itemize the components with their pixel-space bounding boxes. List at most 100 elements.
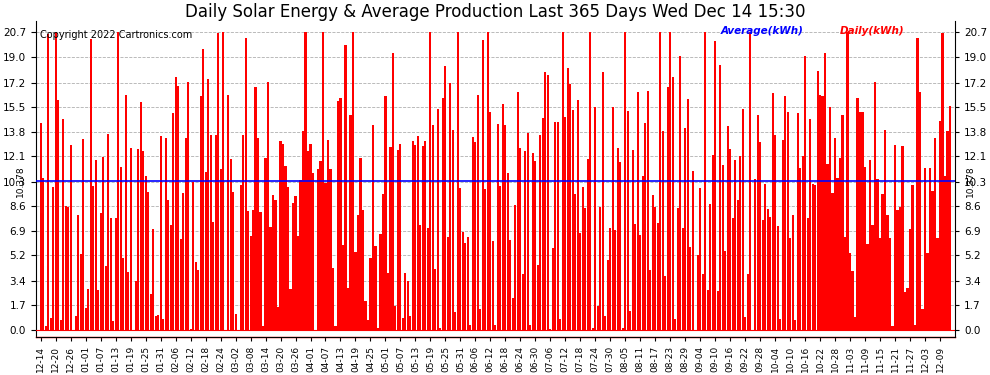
Bar (100, 213, 102, 330)
Bar (207, 79, 209, 330)
Bar (914, 326, 916, 330)
Bar (774, 135, 776, 330)
Bar (512, 297, 514, 330)
Bar (924, 168, 926, 330)
Bar (110, 218, 112, 330)
Bar (749, 32, 751, 330)
Bar (617, 147, 619, 330)
Bar (894, 145, 896, 330)
Bar (614, 230, 617, 330)
Bar (302, 131, 304, 330)
Bar (941, 33, 943, 330)
Bar (297, 236, 299, 330)
Bar (946, 132, 948, 330)
Bar (169, 225, 171, 330)
Bar (310, 144, 312, 330)
Bar (369, 258, 371, 330)
Bar (679, 57, 681, 330)
Bar (854, 316, 856, 330)
Bar (469, 325, 471, 330)
Bar (50, 318, 51, 330)
Bar (312, 173, 314, 330)
Bar (364, 301, 366, 330)
Bar (799, 168, 801, 330)
Bar (257, 138, 259, 330)
Bar (440, 328, 442, 330)
Bar (422, 146, 424, 330)
Bar (827, 165, 829, 330)
Bar (637, 92, 639, 330)
Bar (394, 306, 397, 330)
Bar (477, 94, 479, 330)
Bar (140, 102, 142, 330)
Bar (346, 288, 349, 330)
Bar (874, 82, 876, 330)
Bar (130, 148, 132, 330)
Bar (330, 169, 332, 330)
Bar (909, 228, 911, 330)
Bar (127, 272, 130, 330)
Bar (242, 135, 245, 330)
Bar (397, 150, 399, 330)
Bar (479, 309, 481, 330)
Bar (215, 135, 217, 330)
Bar (859, 112, 861, 330)
Bar (602, 72, 604, 330)
Text: 10.378: 10.378 (966, 165, 975, 196)
Bar (889, 237, 891, 330)
Bar (487, 32, 489, 330)
Text: Copyright 2022 Cartronics.com: Copyright 2022 Cartronics.com (41, 30, 193, 40)
Bar (57, 100, 59, 330)
Bar (489, 112, 491, 330)
Bar (464, 243, 466, 330)
Bar (340, 98, 342, 330)
Bar (682, 228, 684, 330)
Bar (200, 96, 202, 330)
Bar (571, 110, 574, 330)
Bar (320, 161, 322, 330)
Bar (367, 320, 369, 330)
Bar (307, 151, 309, 330)
Bar (632, 150, 634, 330)
Bar (724, 251, 727, 330)
Bar (279, 141, 281, 330)
Bar (842, 115, 843, 330)
Bar (517, 92, 519, 330)
Bar (829, 107, 832, 330)
Bar (919, 92, 921, 330)
Bar (599, 207, 601, 330)
Bar (635, 224, 637, 330)
Bar (292, 203, 294, 330)
Bar (354, 252, 356, 330)
Bar (399, 144, 402, 330)
Bar (609, 228, 611, 330)
Bar (387, 273, 389, 330)
Bar (819, 95, 821, 330)
Bar (709, 204, 711, 330)
Bar (227, 95, 229, 330)
Bar (817, 71, 819, 330)
Bar (392, 53, 394, 330)
Bar (125, 95, 127, 330)
Bar (187, 82, 189, 330)
Bar (934, 138, 936, 330)
Bar (202, 49, 204, 330)
Bar (105, 266, 107, 330)
Bar (697, 255, 699, 330)
Bar (666, 87, 669, 330)
Bar (549, 329, 551, 330)
Bar (656, 223, 658, 330)
Bar (205, 172, 207, 330)
Bar (714, 41, 716, 330)
Bar (839, 158, 842, 330)
Bar (544, 72, 546, 330)
Bar (535, 161, 537, 330)
Bar (507, 172, 509, 330)
Bar (482, 40, 484, 330)
Bar (582, 187, 584, 330)
Bar (48, 34, 50, 330)
Bar (137, 149, 140, 330)
Bar (812, 184, 814, 330)
Bar (624, 32, 627, 330)
Bar (287, 187, 289, 330)
